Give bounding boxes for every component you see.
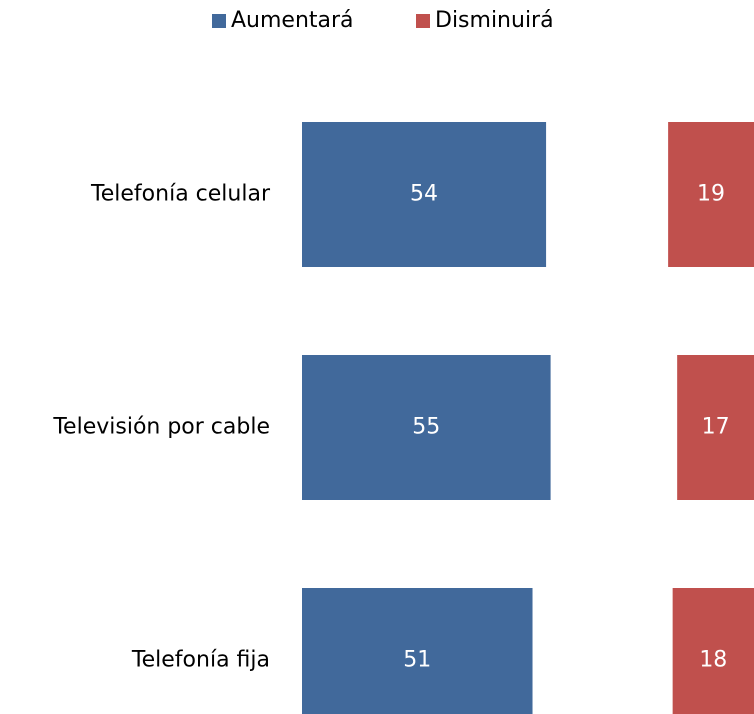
value-label: 55 xyxy=(412,415,440,440)
bar xyxy=(677,355,754,500)
legend-swatch xyxy=(212,14,226,28)
value-label: 54 xyxy=(410,182,438,207)
legend-label: Disminuirá xyxy=(435,8,554,33)
value-label: 18 xyxy=(699,648,727,673)
bar xyxy=(302,122,547,267)
bar xyxy=(672,588,754,714)
category-label: Telefonía fija xyxy=(131,648,270,673)
bar xyxy=(302,588,533,714)
value-label: 51 xyxy=(403,648,431,673)
category-label: Televisión por cable xyxy=(52,415,270,440)
bar xyxy=(302,355,551,500)
legend-swatch xyxy=(416,14,430,28)
legend-label: Aumentará xyxy=(231,8,354,33)
category-label: Telefonía celular xyxy=(90,182,271,207)
value-label: 17 xyxy=(702,415,730,440)
bar xyxy=(668,122,754,267)
value-label: 19 xyxy=(697,182,725,207)
